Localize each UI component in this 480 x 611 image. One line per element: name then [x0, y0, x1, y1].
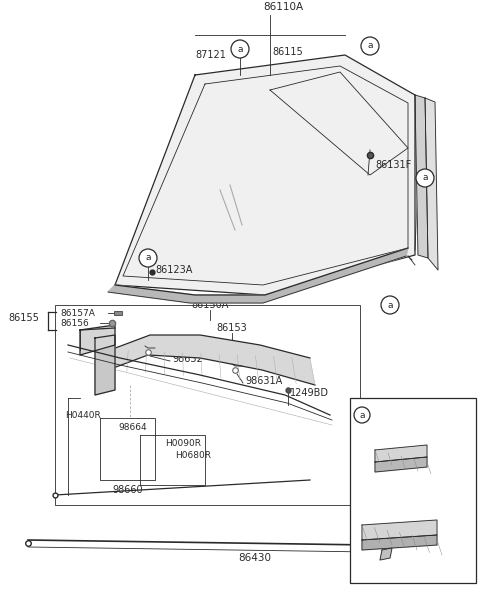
Text: H0680R: H0680R [175, 450, 211, 459]
Text: a: a [237, 45, 243, 54]
Bar [114, 311, 122, 315]
Text: 98632: 98632 [172, 354, 203, 364]
Circle shape [381, 296, 399, 314]
Text: 86155: 86155 [8, 313, 39, 323]
Text: a: a [145, 254, 151, 263]
Text: H0440R: H0440R [65, 411, 101, 420]
Text: H0090R: H0090R [165, 439, 201, 447]
Text: a: a [359, 411, 365, 420]
Text: a: a [422, 174, 428, 183]
Text: 86123A: 86123A [155, 265, 192, 275]
Bar [350, 398, 476, 583]
Circle shape [416, 169, 434, 187]
Polygon shape [362, 535, 437, 550]
Text: 86156: 86156 [60, 318, 89, 327]
Circle shape [139, 249, 157, 267]
Circle shape [361, 37, 379, 55]
Bar [55, 305, 360, 505]
Circle shape [231, 40, 249, 58]
Text: 86153: 86153 [216, 323, 247, 333]
Text: 1249BD: 1249BD [290, 388, 329, 398]
Polygon shape [375, 457, 427, 472]
Text: 98660: 98660 [113, 485, 144, 495]
Polygon shape [108, 335, 315, 385]
Polygon shape [380, 548, 392, 560]
Text: a: a [387, 301, 393, 310]
Text: a: a [367, 42, 373, 51]
Text: 86157A: 86157A [60, 309, 95, 318]
Polygon shape [362, 520, 437, 540]
Text: 86131F: 86131F [375, 160, 411, 170]
Polygon shape [95, 335, 115, 395]
Text: 86150A: 86150A [192, 300, 228, 310]
Polygon shape [80, 325, 115, 355]
Polygon shape [108, 248, 408, 303]
Text: 87864: 87864 [396, 489, 430, 499]
Text: 86110A: 86110A [263, 2, 303, 12]
Text: 86115: 86115 [272, 47, 303, 57]
Text: 86430: 86430 [239, 553, 272, 563]
Polygon shape [375, 445, 427, 462]
Text: 98631A: 98631A [245, 376, 282, 386]
Polygon shape [415, 95, 428, 258]
Polygon shape [115, 55, 415, 295]
Circle shape [354, 407, 370, 423]
Text: 87121: 87121 [195, 50, 226, 60]
Text: 98664: 98664 [118, 423, 146, 433]
Polygon shape [425, 98, 438, 270]
Text: 86124D: 86124D [375, 410, 416, 420]
